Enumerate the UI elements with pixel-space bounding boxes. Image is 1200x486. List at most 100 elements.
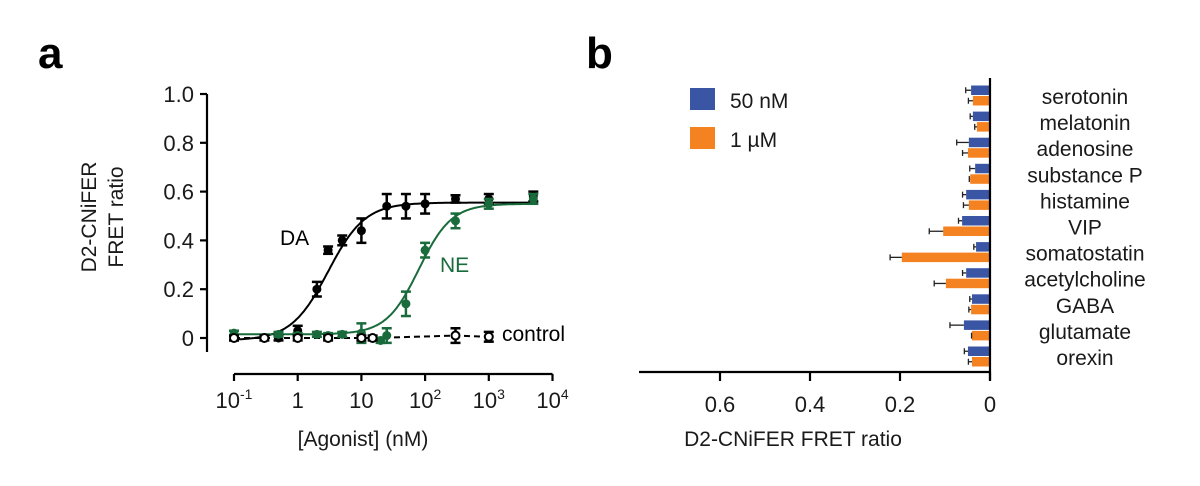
a-y-tick-label: 0.8 — [163, 131, 194, 156]
data-point-da — [420, 192, 431, 215]
legend-swatch-1um — [690, 127, 715, 149]
data-point-ne — [337, 329, 348, 339]
curve-label-control: control — [502, 323, 565, 346]
data-point-control — [292, 333, 303, 343]
bar-histamine-1um — [968, 200, 990, 210]
b-x-axis-title: D2-CNiFER FRET ratio — [684, 428, 902, 451]
a-y-tick-label: 0.4 — [163, 228, 194, 253]
fit-curve-ne — [234, 202, 533, 336]
panel-a-letter: a — [38, 29, 63, 78]
category-label: substance P — [1027, 164, 1143, 187]
a-y-axis-title-line1: D2-CNiFER — [78, 162, 101, 273]
data-point-ne — [311, 329, 322, 339]
bar-melatonin-50nm — [972, 111, 990, 122]
bar-somatostatin-1um — [901, 252, 990, 263]
bar-adenosine-1um — [967, 148, 990, 158]
a-y-ticks: 0 0.2 0.4 0.6 0.8 1.0 — [163, 82, 207, 351]
a-x-tick-label: 10 — [349, 388, 373, 413]
a-y-tick-label: 0.6 — [163, 180, 194, 205]
data-point-control — [259, 333, 270, 343]
data-point-ne — [450, 212, 461, 230]
b-legend: 50 nM 1 µM — [690, 88, 788, 152]
bar-serotonin-1um — [972, 96, 990, 106]
data-point-control — [323, 333, 334, 343]
b-x-tick-label: 0.2 — [885, 392, 916, 417]
panel-a-dose-response: 0 0.2 0.4 0.6 0.8 1.0 10-1 1 10 102 103 104 [Agoni… — [78, 82, 569, 451]
bar-somatostatin-50nm — [976, 242, 990, 252]
category-label: VIP — [1068, 217, 1102, 240]
b-x-tick-label: 0.4 — [795, 392, 826, 417]
fit-curve-da — [233, 201, 533, 341]
data-point-ne — [528, 192, 539, 206]
a-y-tick-label: 1.0 — [163, 82, 194, 107]
bar-melatonin-1um — [976, 122, 990, 132]
a-x-tick-label: 104 — [536, 386, 568, 413]
a-fit-curves — [233, 201, 533, 341]
b-x-tick-label: 0 — [984, 392, 996, 417]
bar-glutamate-1um — [972, 330, 990, 341]
data-point-control — [229, 333, 239, 343]
bar-GABA-50nm — [972, 294, 990, 304]
category-label: glutamate — [1039, 321, 1131, 344]
data-point-da — [323, 245, 334, 256]
b-x-ticks: 0 0.2 0.4 0.6 — [705, 372, 996, 417]
bar-VIP-1um — [943, 226, 990, 236]
a-y-tick-label: 0 — [182, 326, 194, 351]
b-bars — [889, 85, 990, 367]
a-x-axis-title: [Agonist] (nM) — [298, 428, 429, 451]
data-point-da — [311, 280, 322, 298]
data-point-da — [450, 194, 461, 204]
data-point-ne — [420, 241, 431, 259]
category-label: melatonin — [1039, 112, 1130, 135]
data-point-control — [356, 333, 367, 343]
bar-acetylcholine-1um — [945, 278, 990, 289]
category-label: orexin — [1056, 347, 1113, 370]
a-y-tick-label: 0.2 — [163, 277, 194, 302]
bar-acetylcholine-50nm — [966, 268, 990, 278]
data-point-da — [381, 192, 392, 220]
a-y-axis-title: D2-CNiFER FRET ratio — [78, 162, 128, 273]
data-point-ne — [483, 197, 494, 210]
b-x-tick-label: 0.6 — [705, 392, 736, 417]
data-point-da — [356, 217, 367, 245]
data-point-da — [400, 192, 411, 220]
data-point-control — [483, 330, 494, 343]
bar-orexin-1um — [972, 357, 990, 367]
data-point-ne — [400, 290, 411, 318]
category-label: somatostatin — [1025, 243, 1144, 266]
a-x-tick-label: 102 — [409, 386, 441, 413]
a-x-tick-label: 103 — [473, 386, 505, 413]
curve-label-ne: NE — [440, 254, 469, 277]
a-x-tick-label: 10-1 — [216, 386, 253, 413]
b-category-labels: serotonin melatonin adenosine substance P hi… — [1024, 86, 1145, 370]
bar-serotonin-50nm — [971, 85, 990, 95]
bar-GABA-1um — [971, 304, 990, 315]
data-point-control — [450, 326, 461, 345]
a-data-points — [229, 190, 539, 345]
data-point-control — [367, 333, 378, 343]
data-point-ne — [273, 329, 284, 339]
data-point-da — [337, 234, 348, 247]
panel-b-bar-chart: 0 0.2 0.4 0.6 serotonin melatonin adenosine su… — [639, 78, 1146, 451]
bar-substance-P-50nm — [975, 163, 990, 174]
panel-b-letter: b — [586, 29, 613, 78]
bar-substance-P-1um — [970, 174, 990, 184]
bar-histamine-50nm — [966, 189, 990, 200]
legend-swatch-50nm — [690, 88, 715, 110]
category-label: serotonin — [1042, 86, 1128, 109]
bar-VIP-50nm — [962, 216, 990, 226]
curve-label-da: DA — [280, 227, 309, 250]
a-x-tick-label: 1 — [292, 388, 304, 413]
legend-label-50nm: 50 nM — [730, 90, 788, 113]
bar-orexin-50nm — [967, 346, 990, 356]
a-x-ticks: 10-1 1 10 102 103 104 — [216, 374, 569, 413]
category-label: histamine — [1040, 190, 1130, 213]
data-point-ne — [381, 326, 392, 345]
bar-adenosine-50nm — [968, 137, 990, 148]
legend-label-1um: 1 µM — [730, 129, 777, 152]
bar-glutamate-50nm — [963, 320, 990, 330]
category-label: adenosine — [1037, 138, 1134, 161]
a-y-axis-title-line2: FRET ratio — [105, 166, 128, 267]
category-label: acetylcholine — [1024, 269, 1145, 292]
